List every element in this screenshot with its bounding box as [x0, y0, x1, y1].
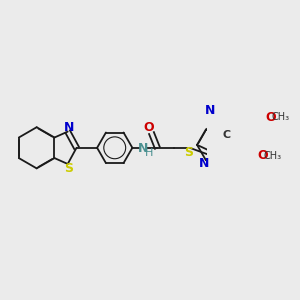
Text: C: C [222, 130, 230, 140]
Text: O: O [143, 122, 154, 134]
Text: S: S [184, 146, 194, 159]
Text: N: N [64, 121, 74, 134]
Text: N: N [138, 142, 148, 155]
Text: CH₃: CH₃ [264, 151, 282, 161]
Text: N: N [205, 104, 215, 117]
Text: H: H [145, 148, 154, 158]
Text: S: S [64, 162, 73, 175]
Text: O: O [265, 111, 276, 124]
Text: O: O [258, 149, 268, 162]
Text: CH₃: CH₃ [271, 112, 289, 122]
Text: N: N [199, 157, 209, 170]
